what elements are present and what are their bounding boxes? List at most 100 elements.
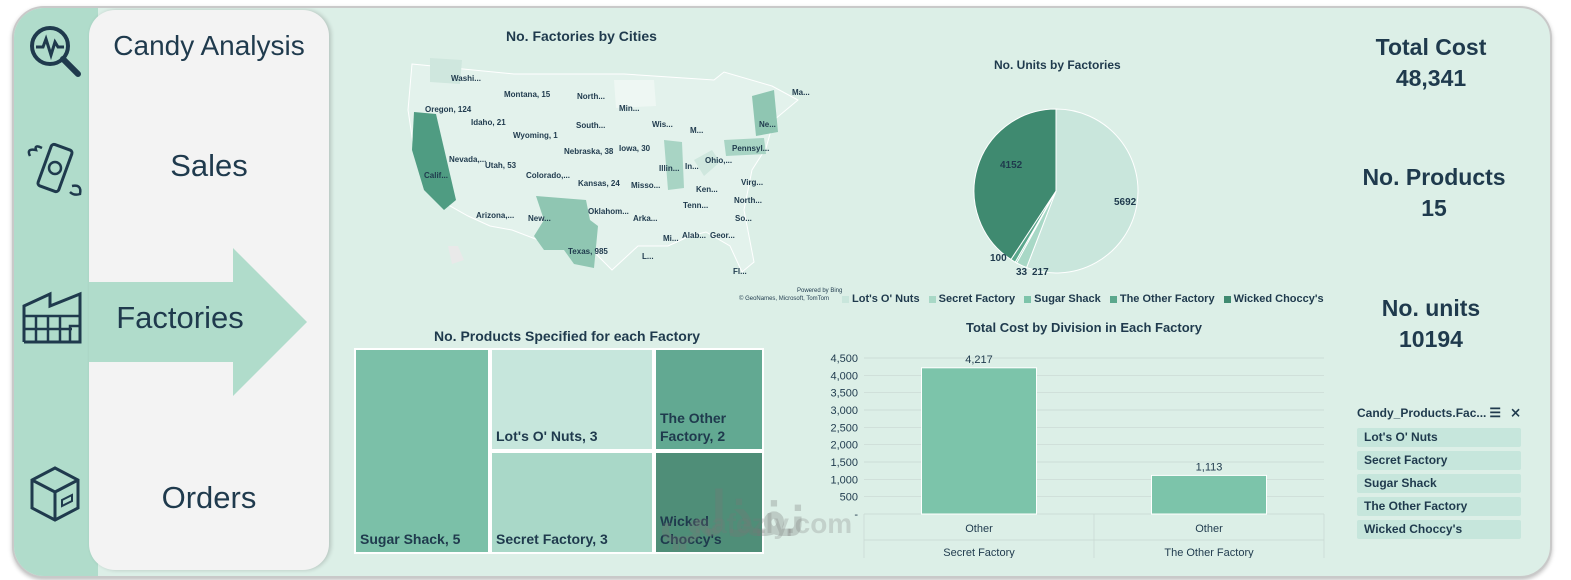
slicer-item[interactable]: Secret Factory <box>1357 451 1521 470</box>
map-attribution: Powered by Bing <box>797 288 843 294</box>
map-label: M... <box>690 126 704 135</box>
nav-item-factories-label: Factories <box>116 300 244 335</box>
kpi-label: Total Cost <box>1375 34 1487 60</box>
map-attribution: © GeoNames, Microsoft, TomTom <box>739 296 829 302</box>
watermark-logo: نفذلي <box>659 481 806 548</box>
map-label: Colorado,... <box>526 171 570 180</box>
dashboard-frame: Candy Analysis Sales Orders Factories No… <box>12 6 1552 578</box>
nav-item-sales[interactable]: Sales <box>170 148 248 183</box>
map-label: Ohio,... <box>705 156 733 165</box>
multi-select-icon[interactable]: ☰ <box>1489 405 1501 420</box>
map-label: Min... <box>619 104 640 113</box>
kpi-value: 15 <box>1421 195 1447 221</box>
pie-slice[interactable] <box>973 108 1057 261</box>
kpi-value: 48,341 <box>1395 65 1467 91</box>
us-map[interactable]: Washi... Montana, 15 North... Ma... Min.… <box>394 50 842 310</box>
legend-item: Wicked Choccy's <box>1223 293 1324 305</box>
legend-label: Wicked Choccy's <box>1233 293 1324 305</box>
box-icon[interactable] <box>28 464 82 529</box>
map-label: Alab... <box>682 231 707 240</box>
legend-item: The Other Factory <box>1109 293 1215 305</box>
icon-strip <box>14 8 98 576</box>
legend-item: Lot's O' Nuts <box>842 293 920 305</box>
y-tick-label: 2,500 <box>830 422 858 434</box>
map-label: Nebraska, 38 <box>564 147 614 156</box>
treemap-cell-the-other-factory[interactable]: The Other Factory, 2 <box>654 348 764 451</box>
treemap-cell-lots-o-nuts[interactable]: Lot's O' Nuts, 3 <box>490 348 654 451</box>
pie-slice[interactable] <box>1025 108 1139 274</box>
pie-legend: Lot's O' Nuts Secret Factory Sugar Shack… <box>842 293 1330 305</box>
treemap-label: Wicked Choccy's <box>660 513 722 547</box>
money-wings-icon[interactable] <box>24 138 86 205</box>
map-label: Arka... <box>633 214 658 223</box>
map-label: L... <box>642 252 654 261</box>
nav-item-orders[interactable]: Orders <box>161 480 257 515</box>
legend-label: The Other Factory <box>1119 293 1215 305</box>
map-label: Kansas, 24 <box>578 179 620 188</box>
map-label: North... <box>734 196 762 205</box>
pie-data-label: 217 <box>1032 267 1049 278</box>
map-label: Utah, 53 <box>485 161 517 170</box>
y-tick-label: 4,500 <box>830 353 858 365</box>
map-label: Wis... <box>652 120 673 129</box>
bar[interactable] <box>921 367 1037 515</box>
watermark-text: nafezly.com <box>694 508 853 539</box>
slicer-item[interactable]: Lot's O' Nuts <box>1357 428 1521 447</box>
y-tick-label: 1,500 <box>830 457 858 469</box>
map-label: Ken... <box>696 185 718 194</box>
y-tick-label: 4,000 <box>830 370 858 382</box>
treemap-title: No. Products Specified for each Factory <box>434 328 701 344</box>
map-label: South... <box>576 121 606 130</box>
map-label: Tenn... <box>683 201 709 210</box>
treemap-cell-secret-factory[interactable]: Secret Factory, 3 <box>490 451 654 554</box>
map-label: In... <box>685 162 699 171</box>
x-category-label: Other <box>965 523 993 535</box>
treemap-label: The Other Factory, 2 <box>660 410 727 444</box>
map-label: Pennsyl... <box>732 144 770 153</box>
slicer-title: Candy_Products.Fac... <box>1357 406 1487 420</box>
treemap-chart[interactable]: Sugar Shack, 5 Lot's O' Nuts, 3 Secret F… <box>354 348 764 554</box>
map-label: Wyoming, 1 <box>513 131 558 140</box>
map-label: Calif... <box>424 171 449 180</box>
treemap-cell-wicked-choccys[interactable]: Wicked Choccy's <box>654 451 764 554</box>
legend-label: Sugar Shack <box>1034 293 1101 305</box>
map-label: Virg... <box>741 178 764 187</box>
clear-filter-icon[interactable]: ⨯ <box>1510 405 1521 420</box>
app-title: Candy Analysis <box>113 30 305 61</box>
pie-title: No. Units by Factories <box>994 58 1121 72</box>
map-label: Oregon, 124 <box>425 105 472 114</box>
kpi-label: No. units <box>1381 295 1481 321</box>
analytics-magnifier-icon[interactable] <box>26 22 86 87</box>
bar-data-label: 1,113 <box>1196 461 1223 473</box>
y-tick-label: - <box>854 509 858 521</box>
bar-chart[interactable]: 4,500 4,000 3,500 3,000 2,500 2,000 1,500 1,000… <box>784 338 1339 558</box>
bar[interactable] <box>1151 474 1267 515</box>
slicer-item[interactable]: The Other Factory <box>1357 497 1521 516</box>
y-tick-label: 3,500 <box>830 388 858 400</box>
map-label: Ma... <box>792 88 810 97</box>
kpi-units: No. units 10194 <box>1331 295 1531 353</box>
map-label: Ne... <box>759 120 776 129</box>
legend-item: Sugar Shack <box>1024 293 1101 305</box>
nav-item-factories[interactable]: Factories <box>89 248 309 396</box>
map-label: Washi... <box>451 74 481 83</box>
slicer-item[interactable]: Wicked Choccy's <box>1357 520 1521 539</box>
map-label: So... <box>735 214 752 223</box>
factory-slicer: Candy_Products.Fac... ☰ ⨯ Lot's O' Nuts … <box>1357 402 1527 539</box>
map-title: No. Factories by Cities <box>506 28 657 44</box>
map-label: New... <box>528 214 551 223</box>
pie-data-label: 5692 <box>1114 197 1137 208</box>
kpi-total-cost: Total Cost 48,341 <box>1331 34 1531 92</box>
map-label: Montana, 15 <box>504 90 551 99</box>
y-tick-label: 500 <box>840 492 858 504</box>
slicer-item[interactable]: Sugar Shack <box>1357 474 1521 493</box>
treemap-label: Sugar Shack, 5 <box>360 531 461 547</box>
pie-data-label: 100 <box>990 253 1007 264</box>
treemap-cell-sugar-shack[interactable]: Sugar Shack, 5 <box>354 348 490 554</box>
map-label: Iowa, 30 <box>619 144 651 153</box>
pie-chart[interactable]: 5692 217 33 100 4152 <box>954 93 1174 283</box>
factory-icon[interactable] <box>20 286 86 351</box>
map-label: Illin... <box>659 164 680 173</box>
treemap-label: Lot's O' Nuts, 3 <box>496 428 598 444</box>
x-category-label: Other <box>1195 523 1223 535</box>
